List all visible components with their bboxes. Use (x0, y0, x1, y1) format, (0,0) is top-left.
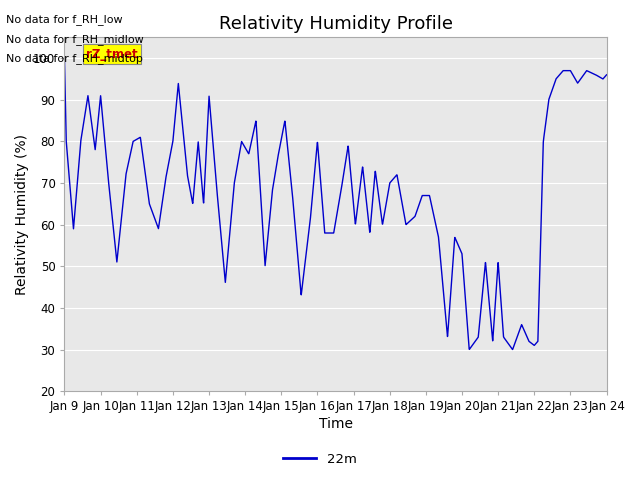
Text: No data for f_RH_midtop: No data for f_RH_midtop (6, 53, 143, 64)
Title: Relativity Humidity Profile: Relativity Humidity Profile (218, 15, 452, 33)
Text: No data for f_RH_low: No data for f_RH_low (6, 14, 123, 25)
Text: rZ_tmet: rZ_tmet (86, 48, 138, 61)
Y-axis label: Relativity Humidity (%): Relativity Humidity (%) (15, 134, 29, 295)
Legend: 22m: 22m (278, 447, 362, 471)
X-axis label: Time: Time (319, 418, 353, 432)
Text: No data for f_RH_midlow: No data for f_RH_midlow (6, 34, 144, 45)
